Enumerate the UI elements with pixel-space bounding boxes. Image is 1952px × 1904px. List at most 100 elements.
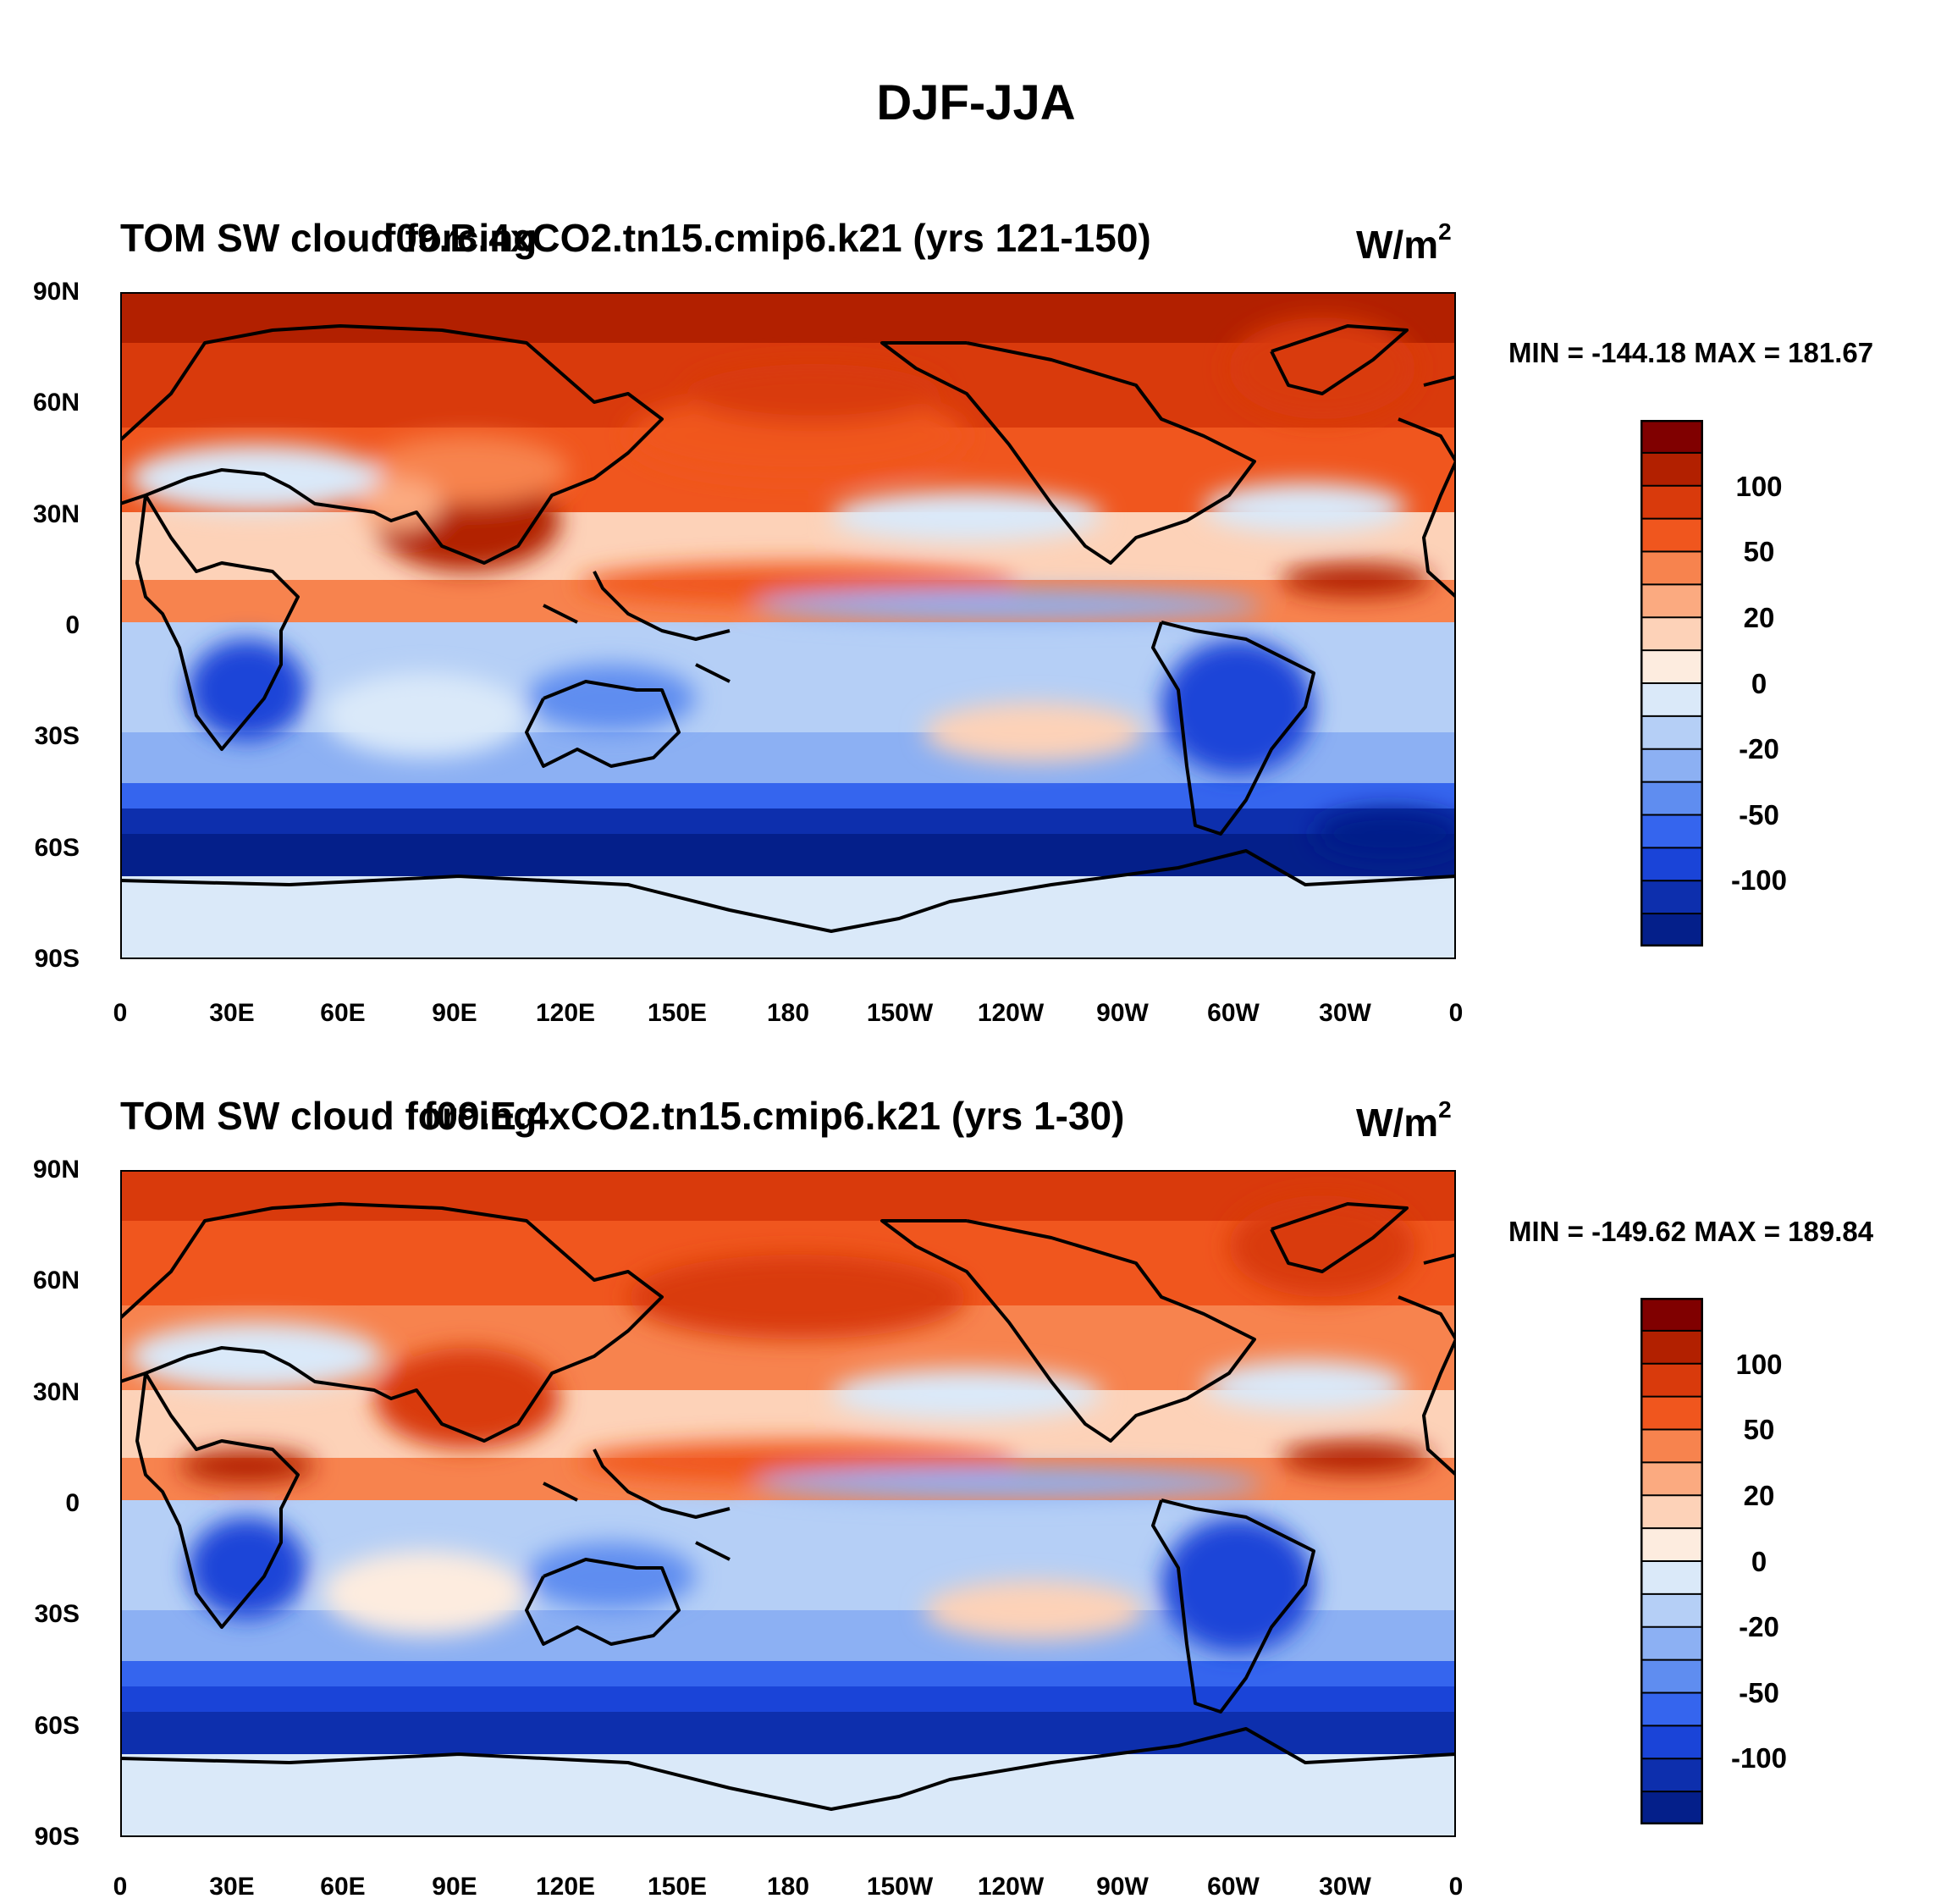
panel-top-title-center: f09.B.4xCO2.tn15.cmip6.k21 (yrs 121-150) [383, 216, 1151, 260]
colorbar-swatch [1640, 913, 1703, 946]
colorbar-swatch [1640, 649, 1703, 685]
lon-label-30w: 30W [1319, 999, 1371, 1027]
lon-label-30e: 30E [209, 999, 255, 1027]
panel-top-title-left: TOM SW cloud forcing [120, 216, 538, 260]
colorbar-swatch [1640, 420, 1703, 455]
cb-top-label-100: 100 [1735, 471, 1783, 502]
panel-bottom-colorbar [1640, 1298, 1703, 1824]
panel-bottom-coastlines [120, 1202, 1456, 1811]
lat-label-30n: 30N [32, 500, 80, 528]
lon-label-0: 0 [113, 1873, 128, 1901]
cb-top-label-50: 50 [1743, 536, 1775, 567]
lon-label-120e: 120E [535, 1873, 596, 1901]
field-band-antarctic [120, 1754, 1456, 1837]
figure-title: DJF-JJA [876, 75, 1076, 130]
panel-top-colorbar [1640, 420, 1703, 946]
colorbar-swatch [1640, 616, 1703, 652]
colorbar-swatch [1640, 1692, 1703, 1727]
lat-label-90s: 90S [34, 945, 80, 973]
colorbar-swatch [1640, 583, 1703, 619]
cb-top-label-neg100: -100 [1730, 864, 1788, 896]
lon-label-90w: 90W [1096, 1873, 1149, 1901]
colorbar-swatch [1640, 1395, 1703, 1431]
panel-top-coastlines [120, 324, 1456, 933]
lon-label-120w: 120W [977, 1873, 1045, 1901]
panel-bottom-minmax: MIN = -149.62 MAX = 189.84 [1508, 1216, 1874, 1247]
field-band-antarctic [120, 876, 1456, 959]
lon-label-30w: 30W [1319, 1873, 1371, 1901]
colorbar-swatch [1640, 1527, 1703, 1563]
lon-label-180: 180 [766, 999, 810, 1027]
lon-label-90e: 90E [432, 999, 477, 1027]
colorbar-swatch [1640, 1758, 1703, 1793]
panel-top-minmax: MIN = -144.18 MAX = 181.67 [1508, 337, 1874, 368]
colorbar-swatch [1640, 1298, 1703, 1333]
lon-label-150w: 150W [866, 999, 934, 1027]
panel-top-units: W/m2 [1356, 218, 1452, 267]
colorbar-swatch [1640, 1461, 1703, 1497]
lat-label-eq: 0 [65, 1489, 80, 1517]
cb-bottom-label-100: 100 [1735, 1349, 1783, 1380]
colorbar-swatch [1640, 517, 1703, 553]
lat-label-60n: 60N [32, 1267, 80, 1294]
lon-label-0: 0 [113, 999, 128, 1027]
colorbar-swatch [1640, 1725, 1703, 1760]
colorbar-border [1640, 420, 1703, 946]
cb-bottom-label-20: 20 [1743, 1480, 1775, 1511]
lon-label-60e: 60E [320, 999, 366, 1027]
lat-label-90s: 90S [34, 1823, 80, 1851]
lat-label-90n: 90N [32, 1156, 80, 1184]
lat-label-eq: 0 [65, 611, 80, 639]
colorbar-swatch [1640, 451, 1703, 488]
lon-label-90e: 90E [432, 1873, 477, 1901]
lon-label-90w: 90W [1096, 999, 1149, 1027]
lat-label-60s: 60S [34, 1712, 80, 1740]
colorbar-swatch [1640, 550, 1703, 586]
cb-bottom-label-0: 0 [1751, 1546, 1767, 1577]
panel-top-map [120, 292, 1456, 959]
lon-label-150e: 150E [647, 1873, 708, 1901]
cb-bottom-label-neg50: -50 [1739, 1677, 1779, 1708]
colorbar-swatch [1640, 814, 1703, 849]
lon-label-60w: 60W [1207, 999, 1260, 1027]
colorbar-swatch [1640, 847, 1703, 882]
lon-label-0-end: 0 [1448, 1873, 1464, 1901]
colorbar-swatch [1640, 1428, 1703, 1464]
lon-label-150w: 150W [866, 1873, 934, 1901]
lon-label-60w: 60W [1207, 1873, 1260, 1901]
colorbar-border [1640, 1298, 1703, 1824]
colorbar-swatch [1640, 1494, 1703, 1530]
panel-bottom-map [120, 1170, 1456, 1837]
colorbar-swatch [1640, 1791, 1703, 1824]
lon-label-60e: 60E [320, 1873, 366, 1901]
cb-top-label-0: 0 [1751, 668, 1767, 699]
colorbar-swatch [1640, 682, 1703, 718]
cb-top-label-neg50: -50 [1739, 799, 1779, 831]
lat-label-90n: 90N [32, 278, 80, 306]
colorbar-swatch [1640, 1362, 1703, 1399]
lon-label-30e: 30E [209, 1873, 255, 1901]
cb-top-label-20: 20 [1743, 602, 1775, 633]
colorbar-swatch [1640, 715, 1703, 751]
cb-bottom-label-neg20: -20 [1739, 1611, 1779, 1642]
lon-label-120e: 120E [535, 999, 596, 1027]
colorbar-swatch [1640, 748, 1703, 784]
colorbar-swatch [1640, 1329, 1703, 1366]
colorbar-swatch [1640, 1560, 1703, 1596]
lon-label-0-end: 0 [1448, 999, 1464, 1027]
cb-bottom-label-neg100: -100 [1730, 1742, 1788, 1774]
panel-bottom-title-center: f09.E.4xCO2.tn15.cmip6.k21 (yrs 1-30) [423, 1094, 1125, 1138]
colorbar-swatch [1640, 781, 1703, 816]
lat-label-30n: 30N [32, 1378, 80, 1406]
field-band-arctic [120, 1170, 1456, 1229]
panel-bottom-title-left: TOM SW cloud forcing [120, 1094, 538, 1138]
colorbar-swatch [1640, 1658, 1703, 1694]
colorbar-swatch [1640, 1592, 1703, 1629]
lat-label-30s: 30S [34, 722, 80, 750]
lat-label-30s: 30S [34, 1600, 80, 1628]
field-band-arctic [120, 292, 1456, 351]
lat-label-60n: 60N [32, 389, 80, 417]
cb-bottom-label-50: 50 [1743, 1414, 1775, 1445]
cb-top-label-neg20: -20 [1739, 733, 1779, 764]
lon-label-180: 180 [766, 1873, 810, 1901]
